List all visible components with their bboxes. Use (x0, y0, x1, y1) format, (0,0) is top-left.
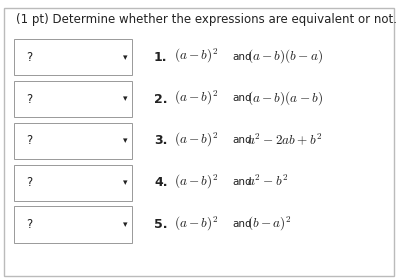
Text: and: and (232, 135, 252, 145)
Text: 5.: 5. (154, 218, 168, 231)
Text: ▾: ▾ (122, 136, 127, 145)
Text: 2.: 2. (154, 93, 168, 105)
Text: $a^2-b^2$: $a^2-b^2$ (247, 174, 288, 189)
Text: (1 pt) Determine whether the expressions are equivalent or not.: (1 pt) Determine whether the expressions… (16, 13, 397, 26)
Text: $(b-a)^2$: $(b-a)^2$ (247, 215, 292, 232)
Text: $(a-b)^2$: $(a-b)^2$ (174, 47, 218, 65)
Text: and: and (232, 93, 252, 104)
Text: $(a-b)(a-b)$: $(a-b)(a-b)$ (247, 89, 324, 107)
Text: and: and (232, 177, 252, 187)
Text: ?: ? (26, 176, 32, 189)
FancyBboxPatch shape (14, 206, 132, 243)
Text: ?: ? (26, 51, 32, 64)
Text: $(a-b)^2$: $(a-b)^2$ (174, 173, 218, 191)
Text: and: and (232, 52, 252, 62)
Text: $(a-b)^2$: $(a-b)^2$ (174, 131, 218, 149)
Text: 4.: 4. (154, 176, 168, 189)
Text: ?: ? (26, 134, 32, 147)
Text: $(a-b)^2$: $(a-b)^2$ (174, 89, 218, 107)
Text: $(a-b)(b-a)$: $(a-b)(b-a)$ (247, 47, 324, 65)
FancyBboxPatch shape (4, 8, 394, 276)
Text: 1.: 1. (154, 51, 168, 64)
FancyBboxPatch shape (14, 81, 132, 117)
Text: ▾: ▾ (122, 95, 127, 104)
Text: ?: ? (26, 93, 32, 105)
FancyBboxPatch shape (14, 165, 132, 201)
Text: $a^2-2ab+b^2$: $a^2-2ab+b^2$ (247, 132, 323, 148)
Text: ▾: ▾ (122, 220, 127, 229)
FancyBboxPatch shape (14, 39, 132, 75)
Text: 3.: 3. (154, 134, 167, 147)
FancyBboxPatch shape (14, 123, 132, 159)
Text: and: and (232, 219, 252, 229)
Text: ?: ? (26, 218, 32, 231)
Text: $(a-b)^2$: $(a-b)^2$ (174, 215, 218, 232)
Text: ▾: ▾ (122, 178, 127, 187)
Text: ▾: ▾ (122, 53, 127, 62)
